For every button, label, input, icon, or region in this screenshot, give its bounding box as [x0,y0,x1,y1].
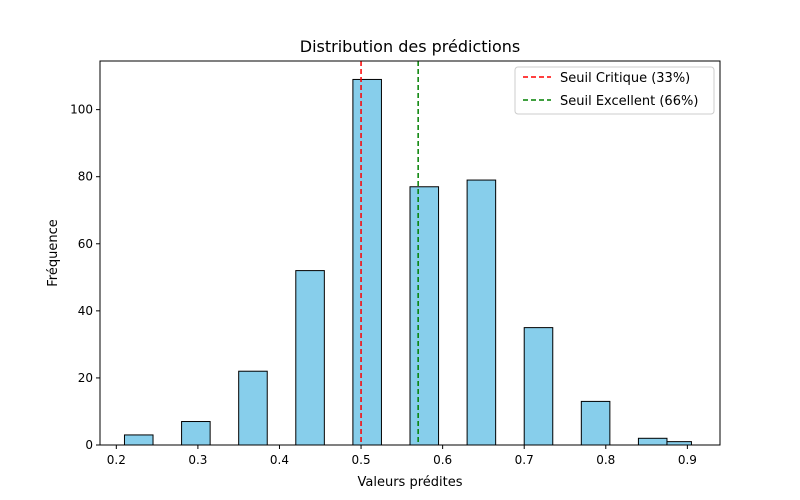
x-tick-label: 0.4 [270,453,289,467]
chart-title: Distribution des prédictions [300,37,520,56]
x-tick-label: 0.6 [433,453,452,467]
histogram-bar [466,179,497,446]
x-tick-label: 0.5 [352,453,371,467]
histogram-bar [295,270,325,446]
x-tick-label: 0.7 [515,453,534,467]
histogram-bar [123,434,154,446]
histogram-bar [238,370,268,446]
x-axis-ticks: 0.2 0.3 0.4 0.5 0.6 0.7 0.8 0.9 [107,445,697,467]
x-tick-label: 0.2 [107,453,126,467]
x-tick-label: 0.9 [678,453,697,467]
y-tick-label: 100 [70,103,93,117]
axes-frame [99,60,721,446]
y-axis-label: Fréquence [46,219,61,286]
histogram-bar [181,421,211,446]
legend-box [514,66,715,115]
histogram-bar [352,78,382,446]
y-axis-ticks: 0 20 40 60 80 100 [70,103,100,452]
y-tick-label: 60 [78,237,93,251]
x-tick-label: 0.3 [188,453,207,467]
histogram-bar [580,400,611,446]
y-tick-label: 20 [78,371,93,385]
histogram-bar [523,327,554,446]
histogram-bar [409,186,440,446]
legend-label-critique: Seuil Critique (33%) [560,71,690,86]
x-axis-label: Valeurs prédites [358,475,463,490]
y-tick-label: 80 [78,170,93,184]
y-tick-label: 40 [78,304,93,318]
histogram-bar [637,437,668,446]
x-tick-label: 0.8 [596,453,615,467]
legend: Seuil Critique (33%) Seuil Excellent (66… [514,66,715,115]
y-tick-label: 0 [85,438,93,452]
reference-lines [360,61,419,445]
plot-area: 0.2 0.3 0.4 0.5 0.6 0.7 0.8 0.9 0 20 40 60 80 100 [70,60,721,467]
histogram-bar [666,441,692,446]
legend-label-excellent: Seuil Excellent (66%) [560,94,698,109]
histogram-bars [123,78,692,446]
